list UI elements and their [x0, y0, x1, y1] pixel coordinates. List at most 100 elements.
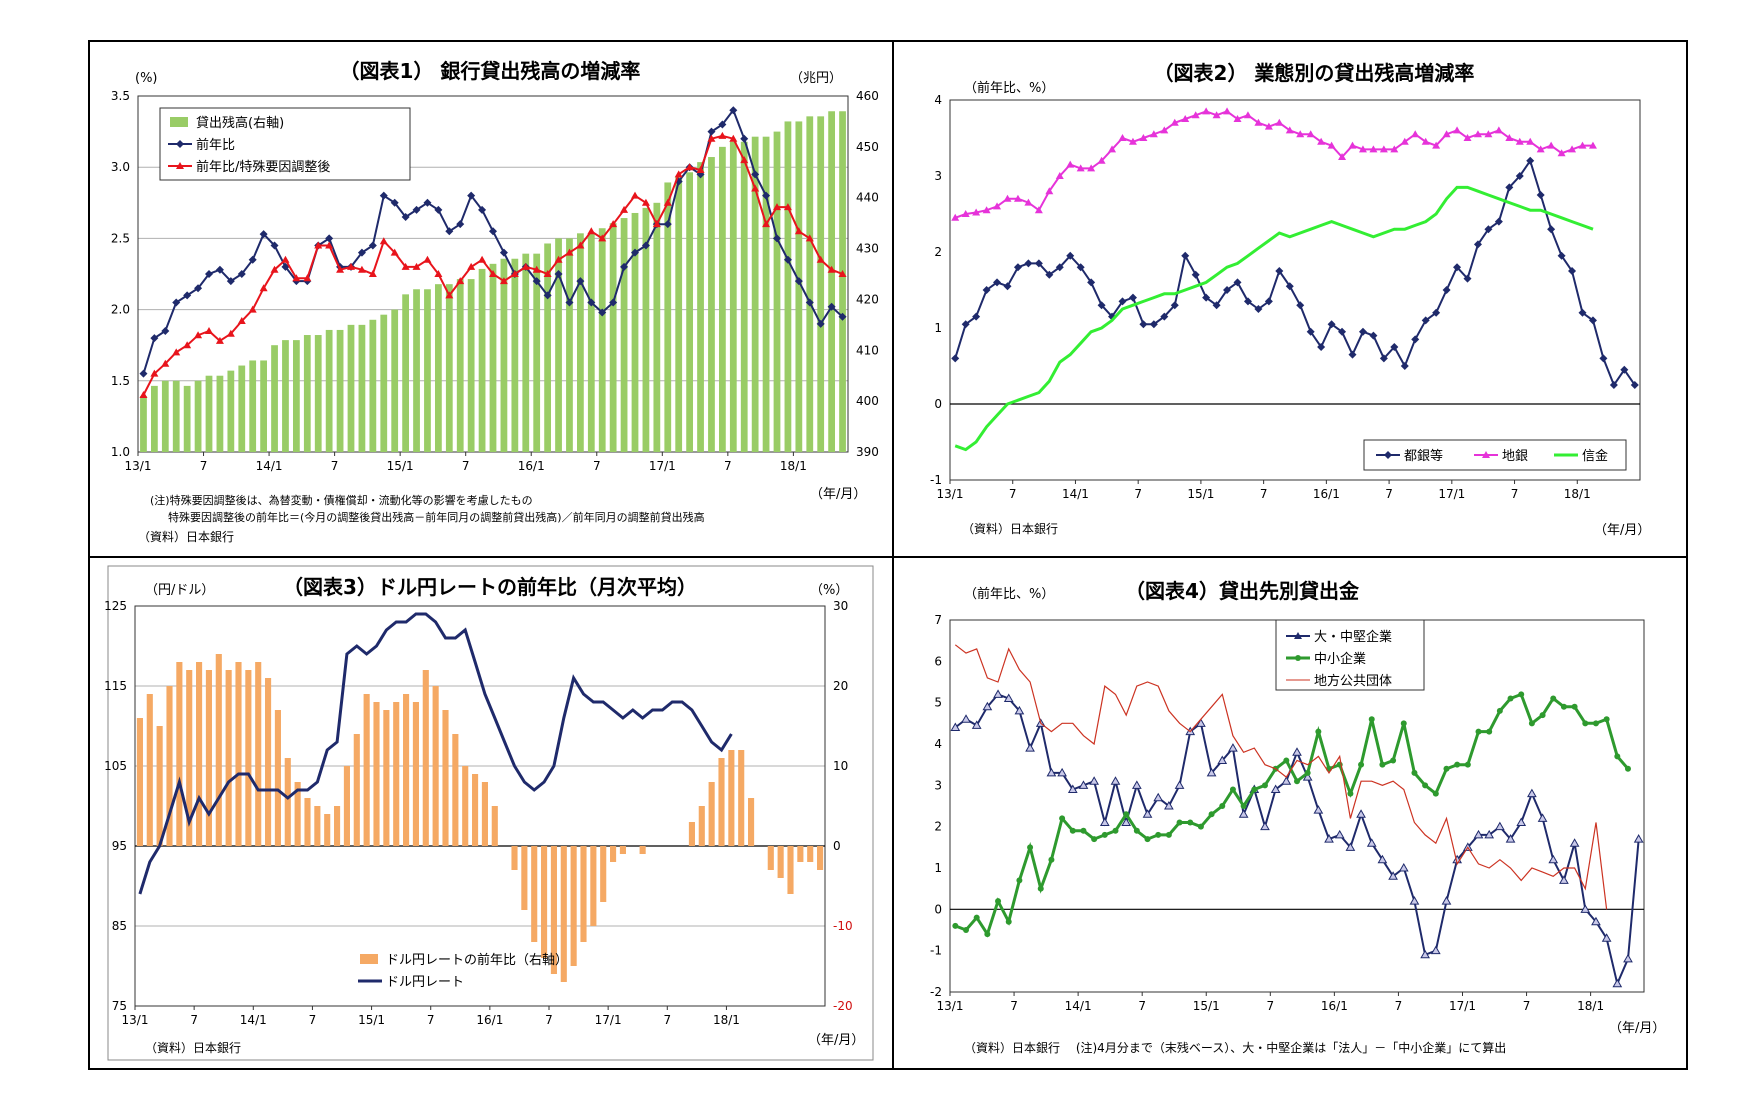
chart4-series-0-point [1025, 743, 1035, 752]
chart4-series-0-point [1601, 933, 1612, 942]
chart3-legend-0-swatch [360, 954, 378, 964]
chart2-series-1-point [1547, 141, 1556, 149]
chart4-series-1-point [1368, 716, 1375, 723]
chart4-series-0-point [1164, 800, 1174, 810]
chart3-series-0-bar [373, 702, 380, 846]
chart1-series-2-point [718, 131, 727, 139]
chart4-series-0-point [1633, 834, 1644, 843]
chart1-series-1-point [434, 205, 443, 214]
chart1-note-2: 特殊要因調整後の前年比＝(今月の調整後貸出残高－前年同月の調整前貸出残高)／前年… [168, 510, 705, 524]
chart3-y-tick-75: 75 [112, 999, 127, 1013]
chart4-series-1-point [1571, 703, 1578, 710]
chart4-series-1-point [1155, 831, 1162, 838]
chart1-series-1-point [663, 220, 672, 229]
chart1-y2-tick-460: 460 [856, 89, 879, 103]
chart3-x-tick-15-1-4: 15/1 [358, 1013, 385, 1027]
chart3-series-0-bar [245, 670, 252, 846]
chart3-left-unit: （円/ドル） [145, 583, 214, 598]
chart2-series-0-point [1599, 354, 1608, 363]
chart4-x-unit: （年/月） [1609, 1021, 1665, 1036]
chart4-series-1-point [1518, 691, 1525, 698]
chart4-y-tick-1: 1 [934, 861, 942, 875]
chart2-series-1-point [1400, 137, 1409, 145]
chart4-series-1-point [1229, 786, 1236, 793]
chart1-series-2-point [805, 234, 814, 242]
chart1-series-0-bar [140, 396, 147, 452]
chart2-series-0-point [1494, 217, 1503, 226]
chart1-series-2-point [565, 248, 574, 256]
chart1-series-0-bar [708, 157, 715, 452]
chart1-series-1-point [805, 298, 814, 307]
chart3-right-unit: （%） [810, 583, 848, 598]
chart2-title: （図表2） 業態別の貸出残高増減率 [1154, 61, 1475, 85]
chart3-x-unit: （年/月） [808, 1033, 864, 1048]
chart4-series-1-point [1123, 811, 1130, 818]
chart4-series-0-point [1505, 834, 1516, 843]
chart4-legend-box [1275, 619, 1425, 691]
chart2-series-1-point [1421, 137, 1430, 145]
chart2-series-0-point [1338, 327, 1347, 336]
chart4-series-1-point [995, 898, 1002, 905]
chart3-series-0-bar [491, 806, 498, 846]
chart2-series-1-point [1494, 126, 1503, 134]
chart3-series-0-bar [265, 678, 272, 846]
chart4-series-1-point [984, 931, 991, 938]
chart2-series-0-point [1547, 225, 1556, 234]
chart4-series-1-point [1027, 844, 1034, 851]
chart3-series-0-bar [412, 702, 419, 846]
frame-divider-vertical [892, 40, 894, 1070]
chart2-series-0-point [1013, 263, 1022, 272]
chart1-series-2-point [205, 326, 213, 334]
chart1-series-0-bar [292, 340, 300, 452]
chart3-y-tick-105: 105 [104, 759, 127, 773]
chart4-series-0-point [1516, 817, 1527, 827]
chart2-series-1-point [1463, 134, 1472, 141]
chart1-series-2-point [827, 265, 836, 273]
chart1-series-2-point [467, 262, 476, 270]
chart4-series-1-point [1486, 728, 1493, 735]
chart2-series-0-point [961, 320, 970, 329]
chart1-series-2-point [270, 265, 279, 273]
chart1-series-2-point [325, 241, 334, 249]
chart4-x-tick-13-1-0: 13/1 [937, 999, 964, 1013]
chart4-series-1-point [1005, 918, 1012, 925]
chart1-series-2-point [172, 348, 181, 356]
chart-frame [88, 40, 1688, 1070]
chart1-x-tick-13-1-0: 13/1 [125, 459, 152, 473]
chart4-series-0-point [1548, 854, 1559, 864]
chart4-series-0-point [1196, 718, 1206, 727]
chart4-series-0-point [1302, 772, 1313, 781]
chart4-source: （資料）日本銀行 (注)4月分まで（末残ベース）、大・中堅企業は「法人」－「中小… [964, 1040, 1506, 1055]
chart2-series-0-point [1149, 320, 1158, 329]
chart2-series-1-point [1024, 198, 1033, 206]
chart4-x-tick-18-1-10: 18/1 [1577, 999, 1604, 1013]
chart2-series-1-point [1034, 206, 1043, 214]
chart2-series-0-point [1055, 263, 1064, 272]
chart2-series-1-point [1191, 111, 1200, 119]
chart1-series-2-point [237, 316, 246, 324]
chart2-series-0-point [1212, 301, 1221, 310]
chart-panel-1: （図表1） 銀行貸出残高の増減率 (%) （兆円） 1.0 1.5 2.0 2.5 3.… [111, 59, 879, 544]
chart2-series-1-point [1055, 172, 1064, 179]
chart1-series-2-point [445, 291, 454, 299]
chart2-series-1-point [1588, 141, 1597, 149]
chart1-series-1-point [641, 241, 650, 250]
chart1-series-2-point [652, 220, 661, 228]
chart3-series-0-bar [353, 734, 360, 846]
chart2-y-tick-1: 1 [934, 321, 942, 335]
chart3-inner-frame [107, 565, 874, 1061]
chart2-series-1-point [1275, 118, 1284, 126]
chart2-series-0-point [1515, 172, 1524, 180]
chart1-series-0-bar [740, 141, 748, 452]
chart3-series-0-bar [432, 686, 439, 846]
chart2-series-1-point [1003, 194, 1012, 202]
chart2-series-0-point [951, 354, 960, 363]
chart4-series-0-point [1003, 693, 1014, 703]
chart1-series-0-bar [806, 116, 814, 452]
chart2-series-1-point [951, 213, 960, 221]
chart1-series-2-point [281, 255, 290, 263]
chart1-series-1-point [379, 191, 388, 200]
chart4-series-0-point [1260, 821, 1270, 831]
chart4-series-0-point [1420, 949, 1430, 959]
chart2-series-0-point [1306, 327, 1315, 336]
